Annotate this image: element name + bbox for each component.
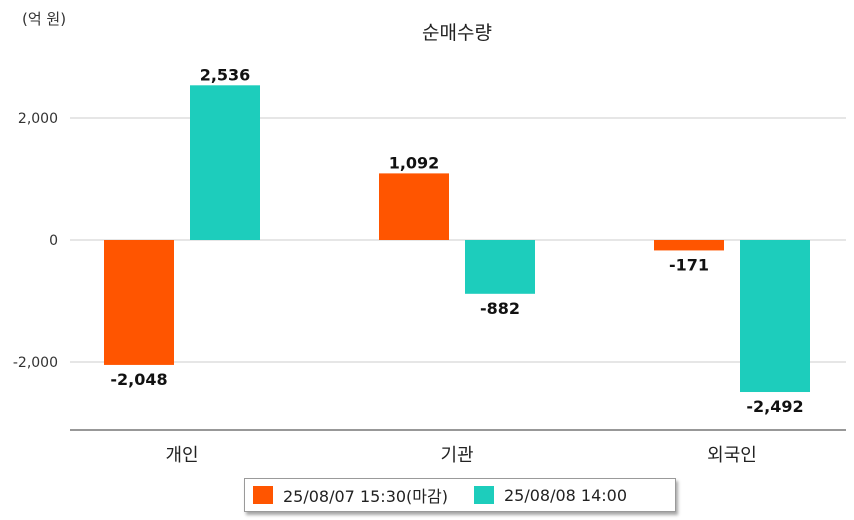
legend: 25/08/07 15:30(마감) 25/08/08 14:00 bbox=[244, 478, 676, 512]
x-tick-label: 기관 bbox=[440, 445, 473, 466]
data-label: -2,492 bbox=[746, 397, 803, 416]
bar-series-2-3[interactable] bbox=[740, 240, 810, 393]
data-label: 2,536 bbox=[200, 65, 251, 84]
bar-series-1-2[interactable] bbox=[379, 173, 449, 240]
x-tick-label: 외국인 bbox=[707, 445, 757, 466]
chart-title: 순매수량 bbox=[422, 22, 492, 44]
x-tick-label: 개인 bbox=[165, 445, 198, 466]
legend-label-series-2: 25/08/08 14:00 bbox=[503, 485, 628, 505]
legend-item-series-2[interactable]: 25/08/08 14:00 bbox=[473, 485, 628, 505]
legend-swatch-series-2 bbox=[473, 486, 494, 504]
y-tick-label: 0 bbox=[49, 233, 58, 249]
data-label: -2,048 bbox=[110, 370, 167, 389]
unit-label: (억 원) bbox=[22, 10, 67, 28]
data-label: 1,092 bbox=[389, 153, 440, 172]
y-tick-label: 2,000 bbox=[18, 111, 58, 127]
legend-item-series-1[interactable]: 25/08/07 15:30(마감) bbox=[253, 483, 448, 507]
bar-series-1-3[interactable] bbox=[654, 240, 724, 251]
bar-series-2-2[interactable] bbox=[465, 240, 535, 294]
legend-label-series-1: 25/08/07 15:30(마감) bbox=[283, 487, 448, 506]
data-label: -171 bbox=[669, 255, 709, 274]
bar-series-1-1[interactable] bbox=[104, 240, 174, 365]
data-label: -882 bbox=[480, 299, 520, 318]
bar-series-2-1[interactable] bbox=[190, 85, 260, 240]
legend-swatch-series-1 bbox=[253, 486, 273, 504]
y-tick-label: -2,000 bbox=[13, 355, 58, 371]
